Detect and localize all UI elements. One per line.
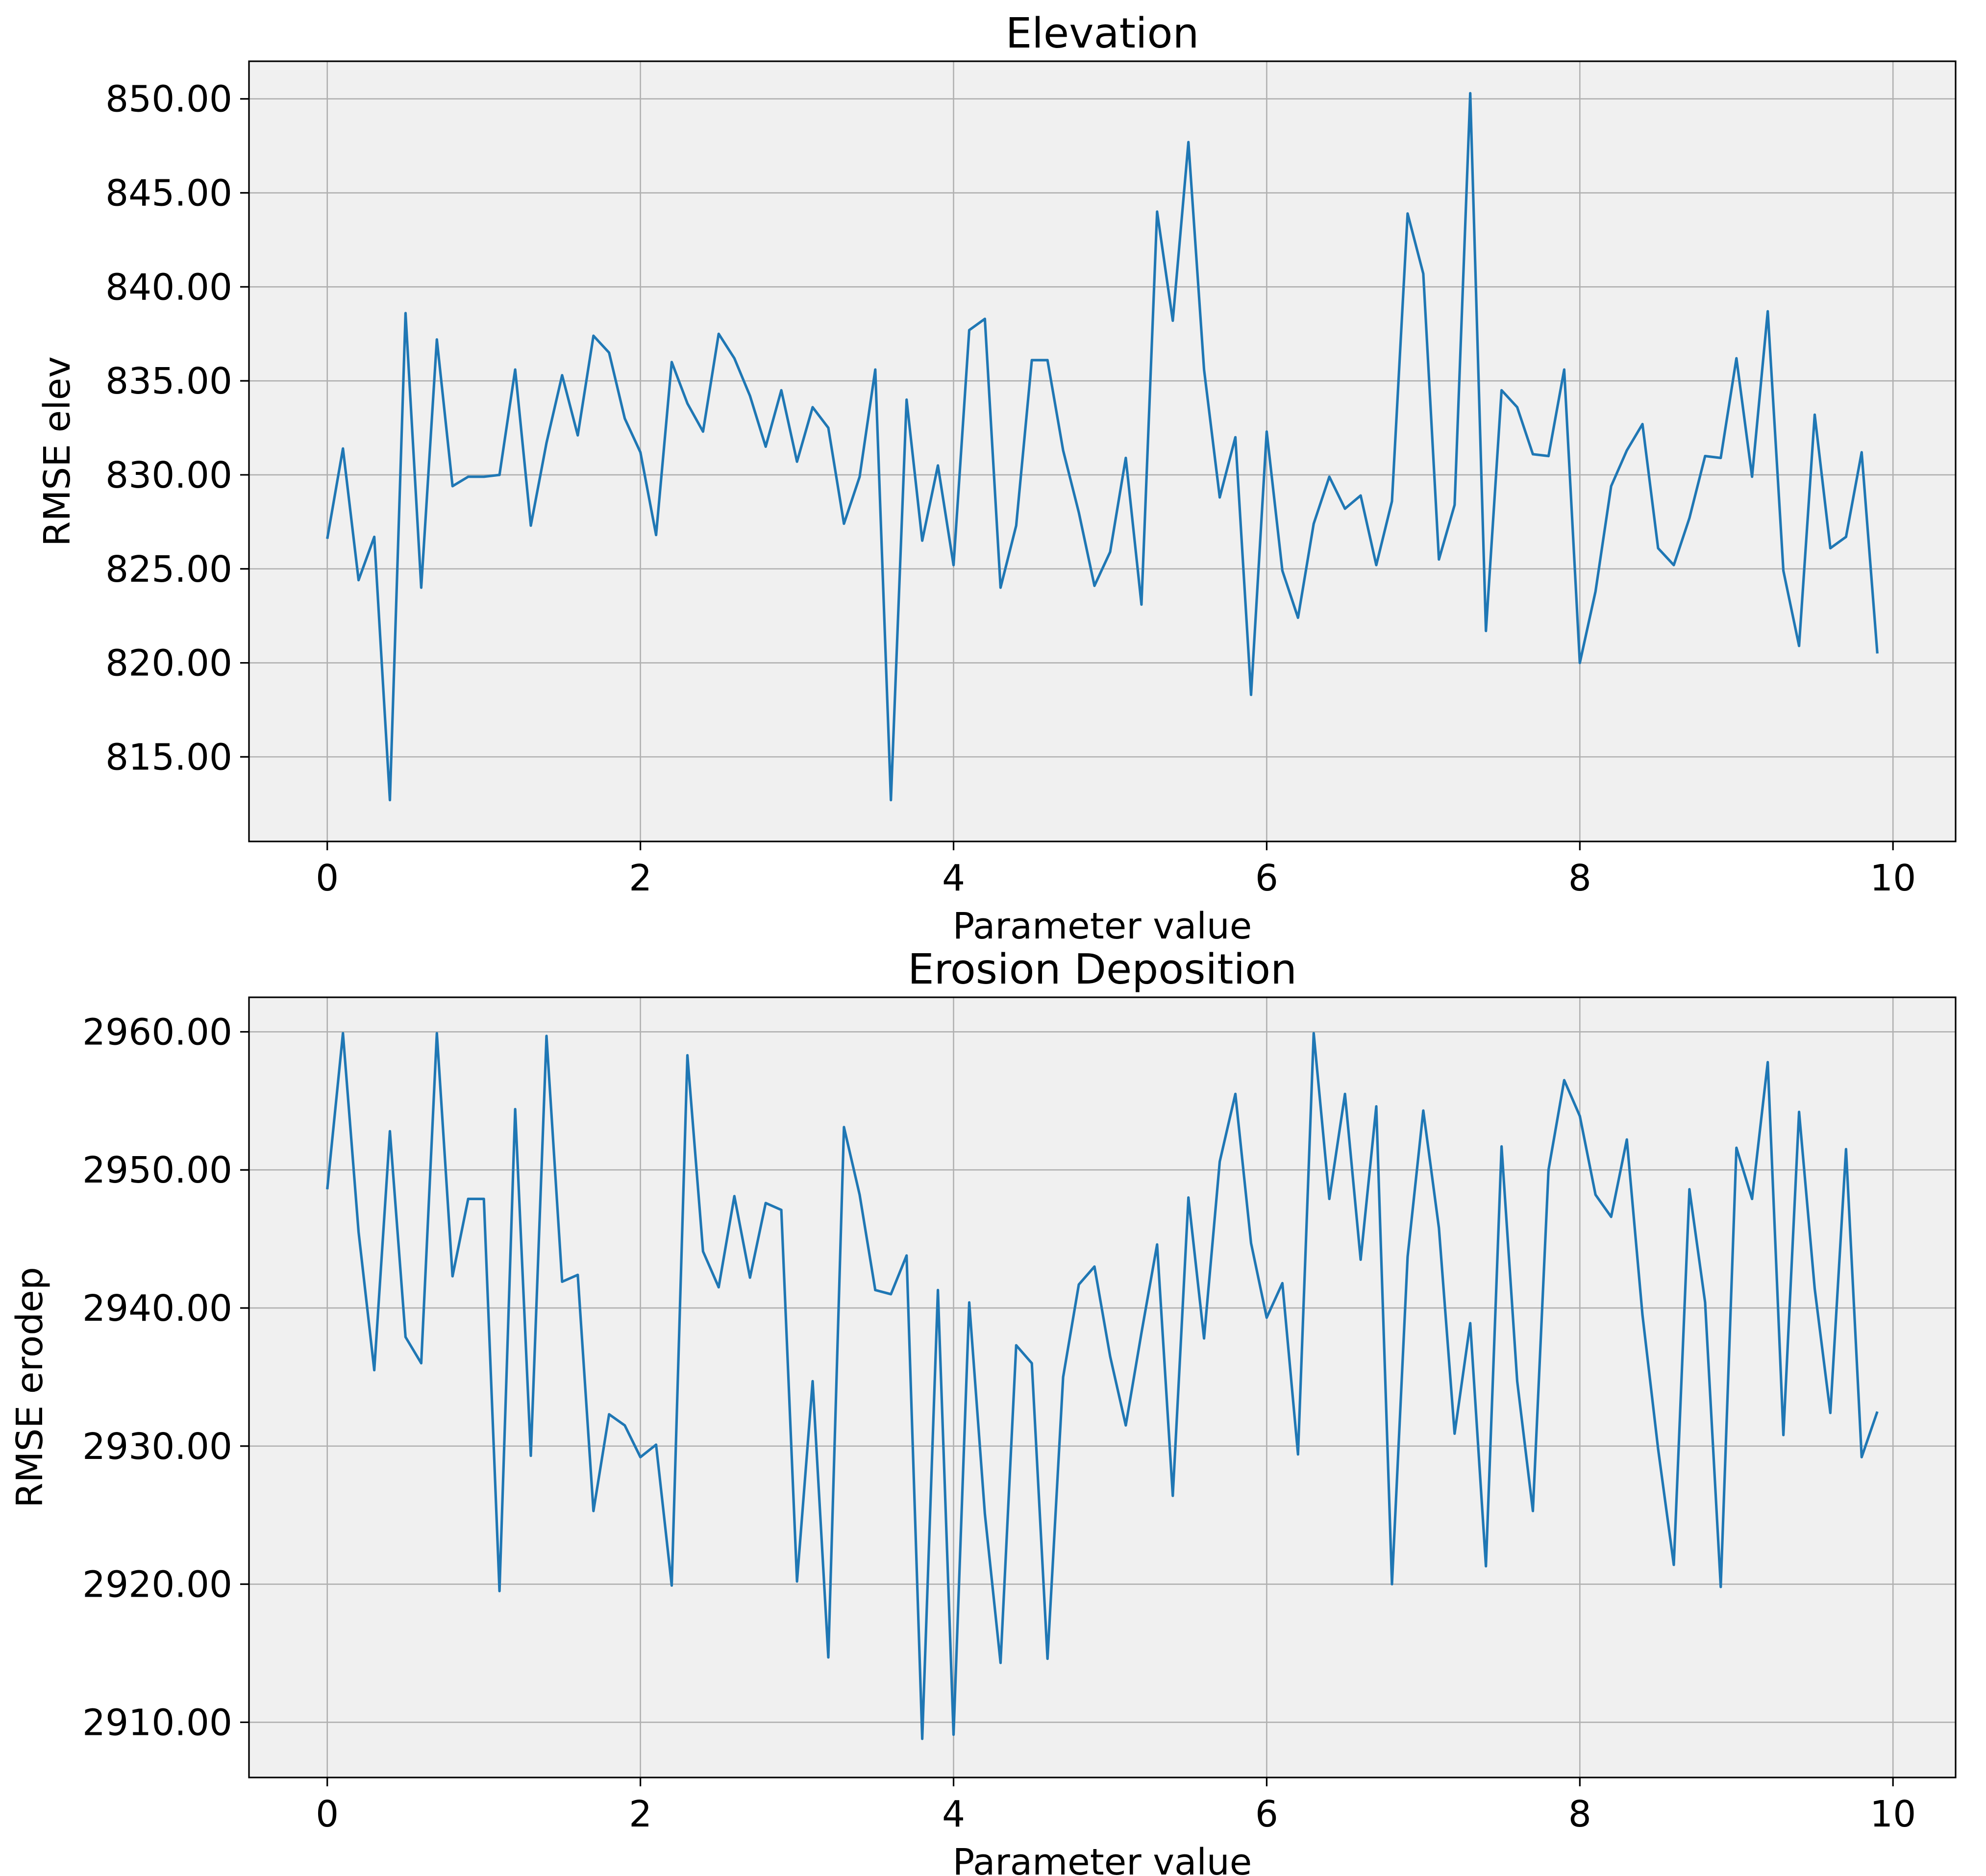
series-line	[326, 92, 1879, 802]
y-tick-label: 850.00	[105, 78, 232, 121]
y-tick-label: 2950.00	[82, 1149, 232, 1191]
x-tick-label: 8	[1568, 857, 1591, 899]
y-ticks: 2910.00 2920.00 2930.00 2940.00 2950.00 2960.…	[82, 1011, 249, 1744]
y-tick-label: 825.00	[105, 548, 232, 591]
gridlines	[249, 61, 1956, 841]
y-tick-label: 845.00	[105, 173, 232, 215]
y-tick-label: 815.00	[105, 736, 232, 778]
x-axis-label: Parameter value	[953, 905, 1252, 947]
y-tick-label: 2920.00	[82, 1564, 232, 1606]
x-axis-label: Parameter value	[953, 1841, 1252, 1876]
x-tick-label: 0	[316, 1793, 339, 1835]
x-tick-label: 10	[1870, 857, 1916, 899]
y-tick-label: 840.00	[105, 266, 232, 308]
x-tick-label: 0	[316, 857, 339, 899]
plot-frame	[248, 60, 1957, 842]
y-tick-label: 835.00	[105, 360, 232, 402]
chart-title: Erosion Deposition	[908, 945, 1297, 994]
elevation-panel: 0 2 4 6 8 10 815.00 820.00 825.00 830.00 835.00 84…	[36, 9, 1957, 947]
x-ticks: 0 2 4 6 8 10	[316, 1777, 1916, 1835]
y-tick-label: 2960.00	[82, 1011, 232, 1053]
y-tick-label: 820.00	[105, 642, 232, 685]
x-tick-label: 4	[942, 1793, 965, 1835]
x-ticks: 0 2 4 6 8 10	[316, 841, 1916, 899]
y-tick-label: 2940.00	[82, 1287, 232, 1330]
y-axis-label: RMSE erodep	[9, 1267, 51, 1508]
x-tick-label: 8	[1568, 1793, 1591, 1835]
y-ticks: 815.00 820.00 825.00 830.00 835.00 840.00 845.…	[105, 78, 249, 778]
erosion-deposition-panel: 0 2 4 6 8 10 2910.00 2920.00 2930.00 2940.00 2950…	[9, 945, 1957, 1876]
chart-title: Elevation	[1006, 9, 1199, 58]
gridlines	[249, 997, 1956, 1777]
x-tick-label: 4	[942, 857, 965, 899]
series-line	[326, 1032, 1879, 1740]
y-tick-label: 830.00	[105, 454, 232, 496]
y-tick-label: 2930.00	[82, 1426, 232, 1468]
x-tick-label: 2	[629, 857, 652, 899]
plot-area	[249, 61, 1956, 841]
x-tick-label: 2	[629, 1793, 652, 1835]
y-axis-label: RMSE elev	[36, 356, 78, 546]
x-tick-label: 6	[1255, 857, 1278, 899]
x-tick-label: 6	[1255, 1793, 1278, 1835]
y-tick-label: 2910.00	[82, 1702, 232, 1744]
x-tick-label: 10	[1870, 1793, 1916, 1835]
plot-frame	[248, 996, 1957, 1778]
